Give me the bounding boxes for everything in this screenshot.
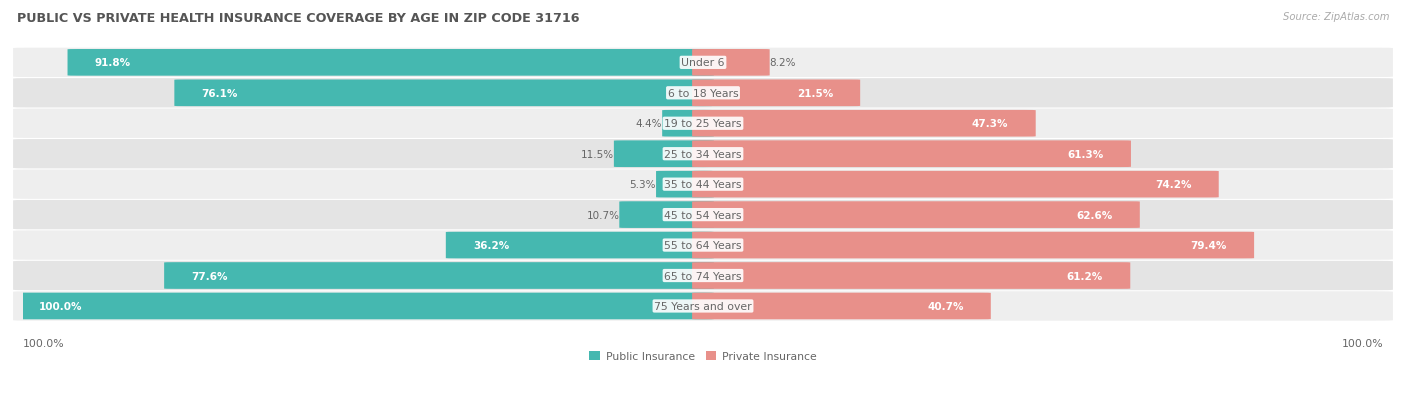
FancyBboxPatch shape: [13, 49, 1393, 78]
Text: 79.4%: 79.4%: [1191, 240, 1227, 250]
FancyBboxPatch shape: [174, 80, 714, 107]
Text: 62.6%: 62.6%: [1077, 210, 1112, 220]
FancyBboxPatch shape: [165, 263, 714, 289]
Legend: Public Insurance, Private Insurance: Public Insurance, Private Insurance: [585, 347, 821, 365]
FancyBboxPatch shape: [657, 171, 714, 198]
FancyBboxPatch shape: [13, 292, 1393, 321]
FancyBboxPatch shape: [13, 109, 1393, 139]
FancyBboxPatch shape: [692, 111, 1036, 137]
Text: Source: ZipAtlas.com: Source: ZipAtlas.com: [1282, 12, 1389, 22]
Text: 55 to 64 Years: 55 to 64 Years: [664, 240, 742, 250]
FancyBboxPatch shape: [692, 232, 1254, 259]
FancyBboxPatch shape: [13, 79, 1393, 108]
FancyBboxPatch shape: [13, 231, 1393, 260]
Text: 65 to 74 Years: 65 to 74 Years: [664, 271, 742, 281]
Text: 21.5%: 21.5%: [797, 88, 832, 99]
Text: 61.3%: 61.3%: [1067, 150, 1104, 159]
Text: 36.2%: 36.2%: [472, 240, 509, 250]
Text: 40.7%: 40.7%: [927, 301, 963, 311]
FancyBboxPatch shape: [614, 141, 714, 168]
Text: 75 Years and over: 75 Years and over: [654, 301, 752, 311]
FancyBboxPatch shape: [692, 171, 1219, 198]
FancyBboxPatch shape: [692, 263, 1130, 289]
FancyBboxPatch shape: [662, 111, 714, 137]
Text: 91.8%: 91.8%: [94, 58, 131, 68]
FancyBboxPatch shape: [11, 293, 714, 320]
Text: 100.0%: 100.0%: [39, 301, 83, 311]
Text: 76.1%: 76.1%: [201, 88, 238, 99]
Text: 11.5%: 11.5%: [581, 150, 614, 159]
Text: 61.2%: 61.2%: [1067, 271, 1104, 281]
Text: 5.3%: 5.3%: [630, 180, 657, 190]
FancyBboxPatch shape: [13, 140, 1393, 169]
FancyBboxPatch shape: [619, 202, 714, 228]
Text: 6 to 18 Years: 6 to 18 Years: [668, 88, 738, 99]
FancyBboxPatch shape: [692, 202, 1140, 228]
FancyBboxPatch shape: [67, 50, 714, 76]
Text: 77.6%: 77.6%: [191, 271, 228, 281]
Text: 8.2%: 8.2%: [769, 58, 796, 68]
Text: 100.0%: 100.0%: [1341, 338, 1384, 348]
FancyBboxPatch shape: [692, 293, 991, 320]
Text: 25 to 34 Years: 25 to 34 Years: [664, 150, 742, 159]
Text: 4.4%: 4.4%: [636, 119, 662, 129]
Text: 35 to 44 Years: 35 to 44 Years: [664, 180, 742, 190]
Text: 19 to 25 Years: 19 to 25 Years: [664, 119, 742, 129]
FancyBboxPatch shape: [692, 141, 1130, 168]
Text: 10.7%: 10.7%: [586, 210, 619, 220]
FancyBboxPatch shape: [692, 80, 860, 107]
Text: 45 to 54 Years: 45 to 54 Years: [664, 210, 742, 220]
Text: PUBLIC VS PRIVATE HEALTH INSURANCE COVERAGE BY AGE IN ZIP CODE 31716: PUBLIC VS PRIVATE HEALTH INSURANCE COVER…: [17, 12, 579, 25]
Text: Under 6: Under 6: [682, 58, 724, 68]
FancyBboxPatch shape: [13, 261, 1393, 290]
Text: 47.3%: 47.3%: [972, 119, 1008, 129]
FancyBboxPatch shape: [692, 50, 769, 76]
FancyBboxPatch shape: [13, 170, 1393, 199]
FancyBboxPatch shape: [13, 200, 1393, 230]
FancyBboxPatch shape: [446, 232, 714, 259]
Text: 74.2%: 74.2%: [1154, 180, 1191, 190]
Text: 100.0%: 100.0%: [22, 338, 65, 348]
